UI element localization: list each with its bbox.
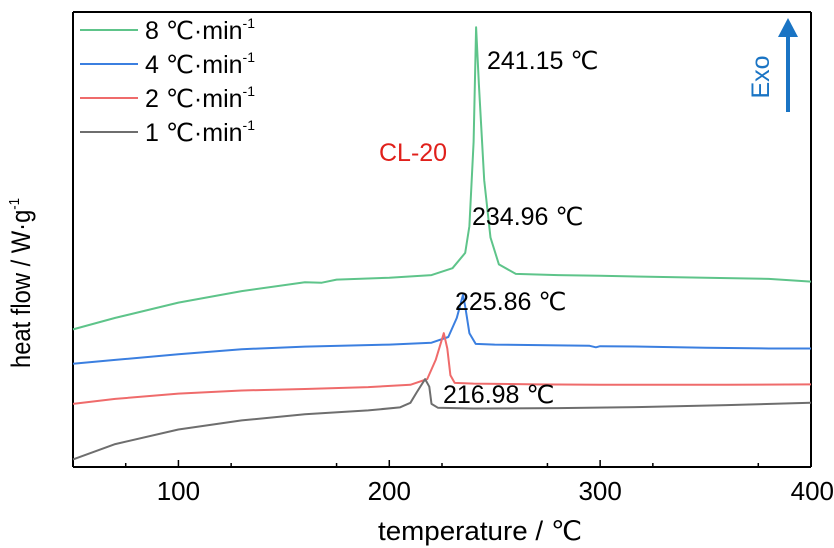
x-axis-title: temperature / ℃ xyxy=(378,516,582,546)
series-line-4 xyxy=(72,378,812,461)
x-tick-label: 100 xyxy=(157,476,200,506)
peak-labels: 241.15 ℃ 234.96 ℃ 225.86 ℃ 216.98 ℃ xyxy=(443,47,599,409)
series-line-2 xyxy=(72,293,811,365)
series-layer xyxy=(72,26,812,461)
y-axis-title-group: heat flow / W·g-1 xyxy=(6,198,36,368)
legend-label-2: 4 ℃·min-1 xyxy=(145,49,255,79)
peak-label-3: 225.86 ℃ xyxy=(455,288,567,316)
legend-label-3: 2 ℃·min-1 xyxy=(145,83,255,113)
exo-arrow-head-icon xyxy=(778,18,798,37)
y-axis-title-sup: -1 xyxy=(6,198,23,210)
peak-label-4: 216.98 ℃ xyxy=(443,381,555,409)
y-axis-title: heat flow / W·g-1 xyxy=(6,198,36,368)
x-tick-label: 400 xyxy=(791,476,834,506)
x-tick-label: 200 xyxy=(368,476,411,506)
series-line-3 xyxy=(72,332,812,405)
x-tick-labels: 100 200 300 400 xyxy=(157,476,834,506)
series-line-1 xyxy=(72,26,812,331)
legend: 8 ℃·min-1 4 ℃·min-1 2 ℃·min-1 1 ℃·min-1 xyxy=(80,15,255,147)
x-ticks xyxy=(124,460,812,467)
peak-label-1: 241.15 ℃ xyxy=(487,47,599,75)
y-axis-title-main: heat flow / W·g xyxy=(6,210,36,368)
sample-label: CL-20 xyxy=(379,139,447,167)
legend-label-4: 1 ℃·min-1 xyxy=(145,117,255,147)
x-tick-label: 300 xyxy=(578,476,621,506)
legend-label-1: 8 ℃·min-1 xyxy=(145,15,255,45)
axes xyxy=(72,11,812,468)
exo-label: Exo xyxy=(747,55,775,98)
exo-indicator: Exo xyxy=(747,18,798,112)
peak-label-2: 234.96 ℃ xyxy=(472,203,584,231)
